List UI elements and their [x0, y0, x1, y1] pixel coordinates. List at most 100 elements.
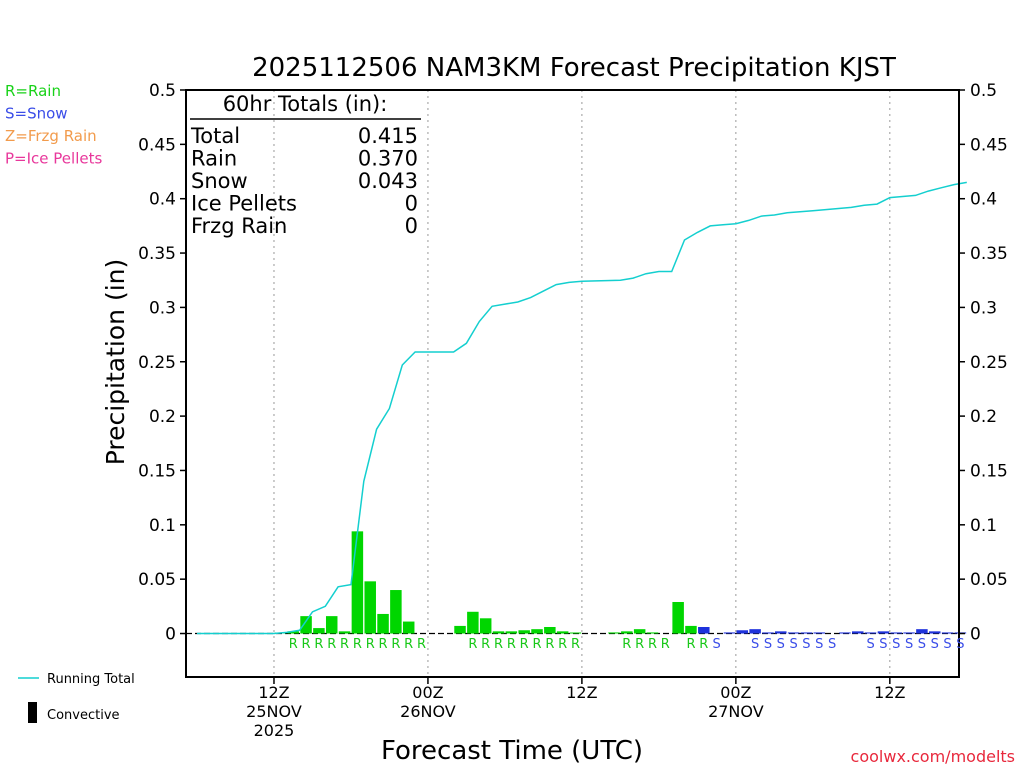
y-tick-label-left: 0.3 [149, 298, 176, 318]
precip-bar [749, 629, 761, 634]
precip-type-letter: R [558, 637, 567, 652]
precip-bar [479, 618, 492, 634]
precip-bar [556, 631, 569, 634]
totals-row-label: Ice Pellets [191, 192, 297, 216]
precip-bar [877, 631, 890, 634]
precip-type-letter: R [302, 637, 311, 652]
precip-bar [685, 625, 697, 634]
precip-type-letter: R [622, 637, 631, 652]
precip-bar [402, 621, 415, 634]
y-tick-label-left: 0.45 [138, 135, 176, 155]
precip-bar [390, 590, 402, 634]
x-tick-label: 26NOV [400, 702, 456, 721]
totals-row-value: 0.415 [358, 124, 418, 148]
y-tick-label-right: 0.15 [970, 461, 1008, 481]
precip-type-letter: R [545, 637, 554, 652]
precip-type-letter: R [494, 637, 503, 652]
precip-type-letter: R [404, 637, 413, 652]
precip-bar [852, 631, 864, 634]
precip-type-letter: R [314, 637, 323, 652]
totals-rows: Total 0.415 Rain 0.370 Snow 0.043 Ice Pellets 0… [190, 124, 418, 238]
precip-bar [364, 581, 376, 634]
totals-row-label: Total [190, 124, 240, 148]
x-tick-label: 25NOV [246, 702, 302, 721]
y-tick-label-left: 0.35 [138, 244, 176, 264]
y-tick-label-right: 0 [970, 625, 981, 645]
precip-bar [775, 631, 787, 634]
precip-bar [633, 629, 646, 634]
precip-type-letter: R [686, 637, 695, 652]
totals-row-value: 0 [405, 192, 418, 216]
precip-type-letter: R [481, 637, 490, 652]
precip-bar [492, 631, 505, 634]
precip-bar [813, 632, 826, 634]
x-axis-label: Forecast Time (UTC) [381, 736, 643, 766]
precip-type-letter: S [777, 637, 785, 652]
y-tick-label-left: 0.15 [138, 461, 176, 481]
y-tick-label-left: 0 [165, 625, 176, 645]
grid-lines [273, 90, 891, 677]
precip-bar [287, 631, 299, 634]
precip-type-letter: R [379, 637, 388, 652]
precip-type-letter: R [353, 637, 362, 652]
precip-type-letter: S [879, 637, 887, 652]
precip-type-letter: R [532, 637, 541, 652]
precip-bar [762, 632, 774, 634]
type-legend-entry: R=Rain [5, 82, 61, 100]
precip-type-letter: S [866, 637, 874, 652]
source-credit: coolwx.com/modelts [851, 747, 1015, 766]
precip-bar [544, 626, 556, 634]
precip-type-letter: S [828, 637, 836, 652]
y-tick-label-right: 0.3 [970, 298, 997, 318]
y-tick-label-right: 0.25 [970, 353, 1008, 373]
precip-type-letter: S [712, 637, 720, 652]
y-tick-label-left: 0.2 [149, 407, 176, 427]
precip-type-letter: R [520, 637, 529, 652]
totals-row-value: 0 [405, 214, 418, 238]
legend-entry-label: Running Total [47, 672, 135, 687]
x-tick-label: 2025 [254, 721, 295, 740]
y-tick-label-right: 0.35 [970, 244, 1008, 264]
y-tick-label-right: 0.4 [970, 190, 997, 210]
precip-bar [531, 629, 543, 634]
y-tick-label-left: 0.25 [138, 353, 176, 373]
precip-type-letter: S [943, 637, 951, 652]
precip-bar [787, 632, 800, 634]
precip-bar [518, 630, 530, 634]
precip-type-letter: R [327, 637, 336, 652]
precip-bar [646, 632, 659, 634]
y-axis-label: Precipitation (in) [101, 259, 130, 466]
legend-block-swatch [28, 702, 37, 723]
precip-type-letter: R [417, 637, 426, 652]
precip-type-letter: R [289, 637, 298, 652]
y-axis-ticks: 0 00.05 0.050.1 0.10.15 0.150.2 0.20.25 0.250.… [138, 81, 1008, 645]
precip-type-letter: R [648, 637, 657, 652]
precip-type-letter: R [661, 637, 670, 652]
totals-row-value: 0.370 [358, 147, 418, 171]
y-tick-label-right: 0.5 [970, 81, 997, 101]
precip-type-letter: S [956, 637, 964, 652]
y-tick-label-left: 0.5 [149, 81, 176, 101]
totals-row-value: 0.043 [358, 169, 418, 193]
precip-type-letter: S [815, 637, 823, 652]
y-tick-label-left: 0.05 [138, 570, 176, 590]
x-tick-label: 12Z [258, 683, 289, 702]
y-tick-label-right: 0.45 [970, 135, 1008, 155]
precip-type-letter: S [905, 637, 913, 652]
precip-bar [800, 632, 813, 634]
precip-type-letter: R [366, 637, 375, 652]
precip-bar [928, 631, 941, 634]
y-tick-label-left: 0.1 [149, 516, 176, 536]
precip-type-letter: S [751, 637, 759, 652]
totals-heading: 60hr Totals (in): [223, 92, 388, 116]
series-legend: Running Total Convective [18, 672, 135, 723]
precip-bar [839, 632, 851, 634]
precip-bar [313, 628, 325, 634]
x-tick-label: 12Z [874, 683, 905, 702]
totals-row-label: Snow [191, 169, 248, 193]
precip-type-letter: R [468, 637, 477, 652]
precip-bar [890, 632, 902, 634]
